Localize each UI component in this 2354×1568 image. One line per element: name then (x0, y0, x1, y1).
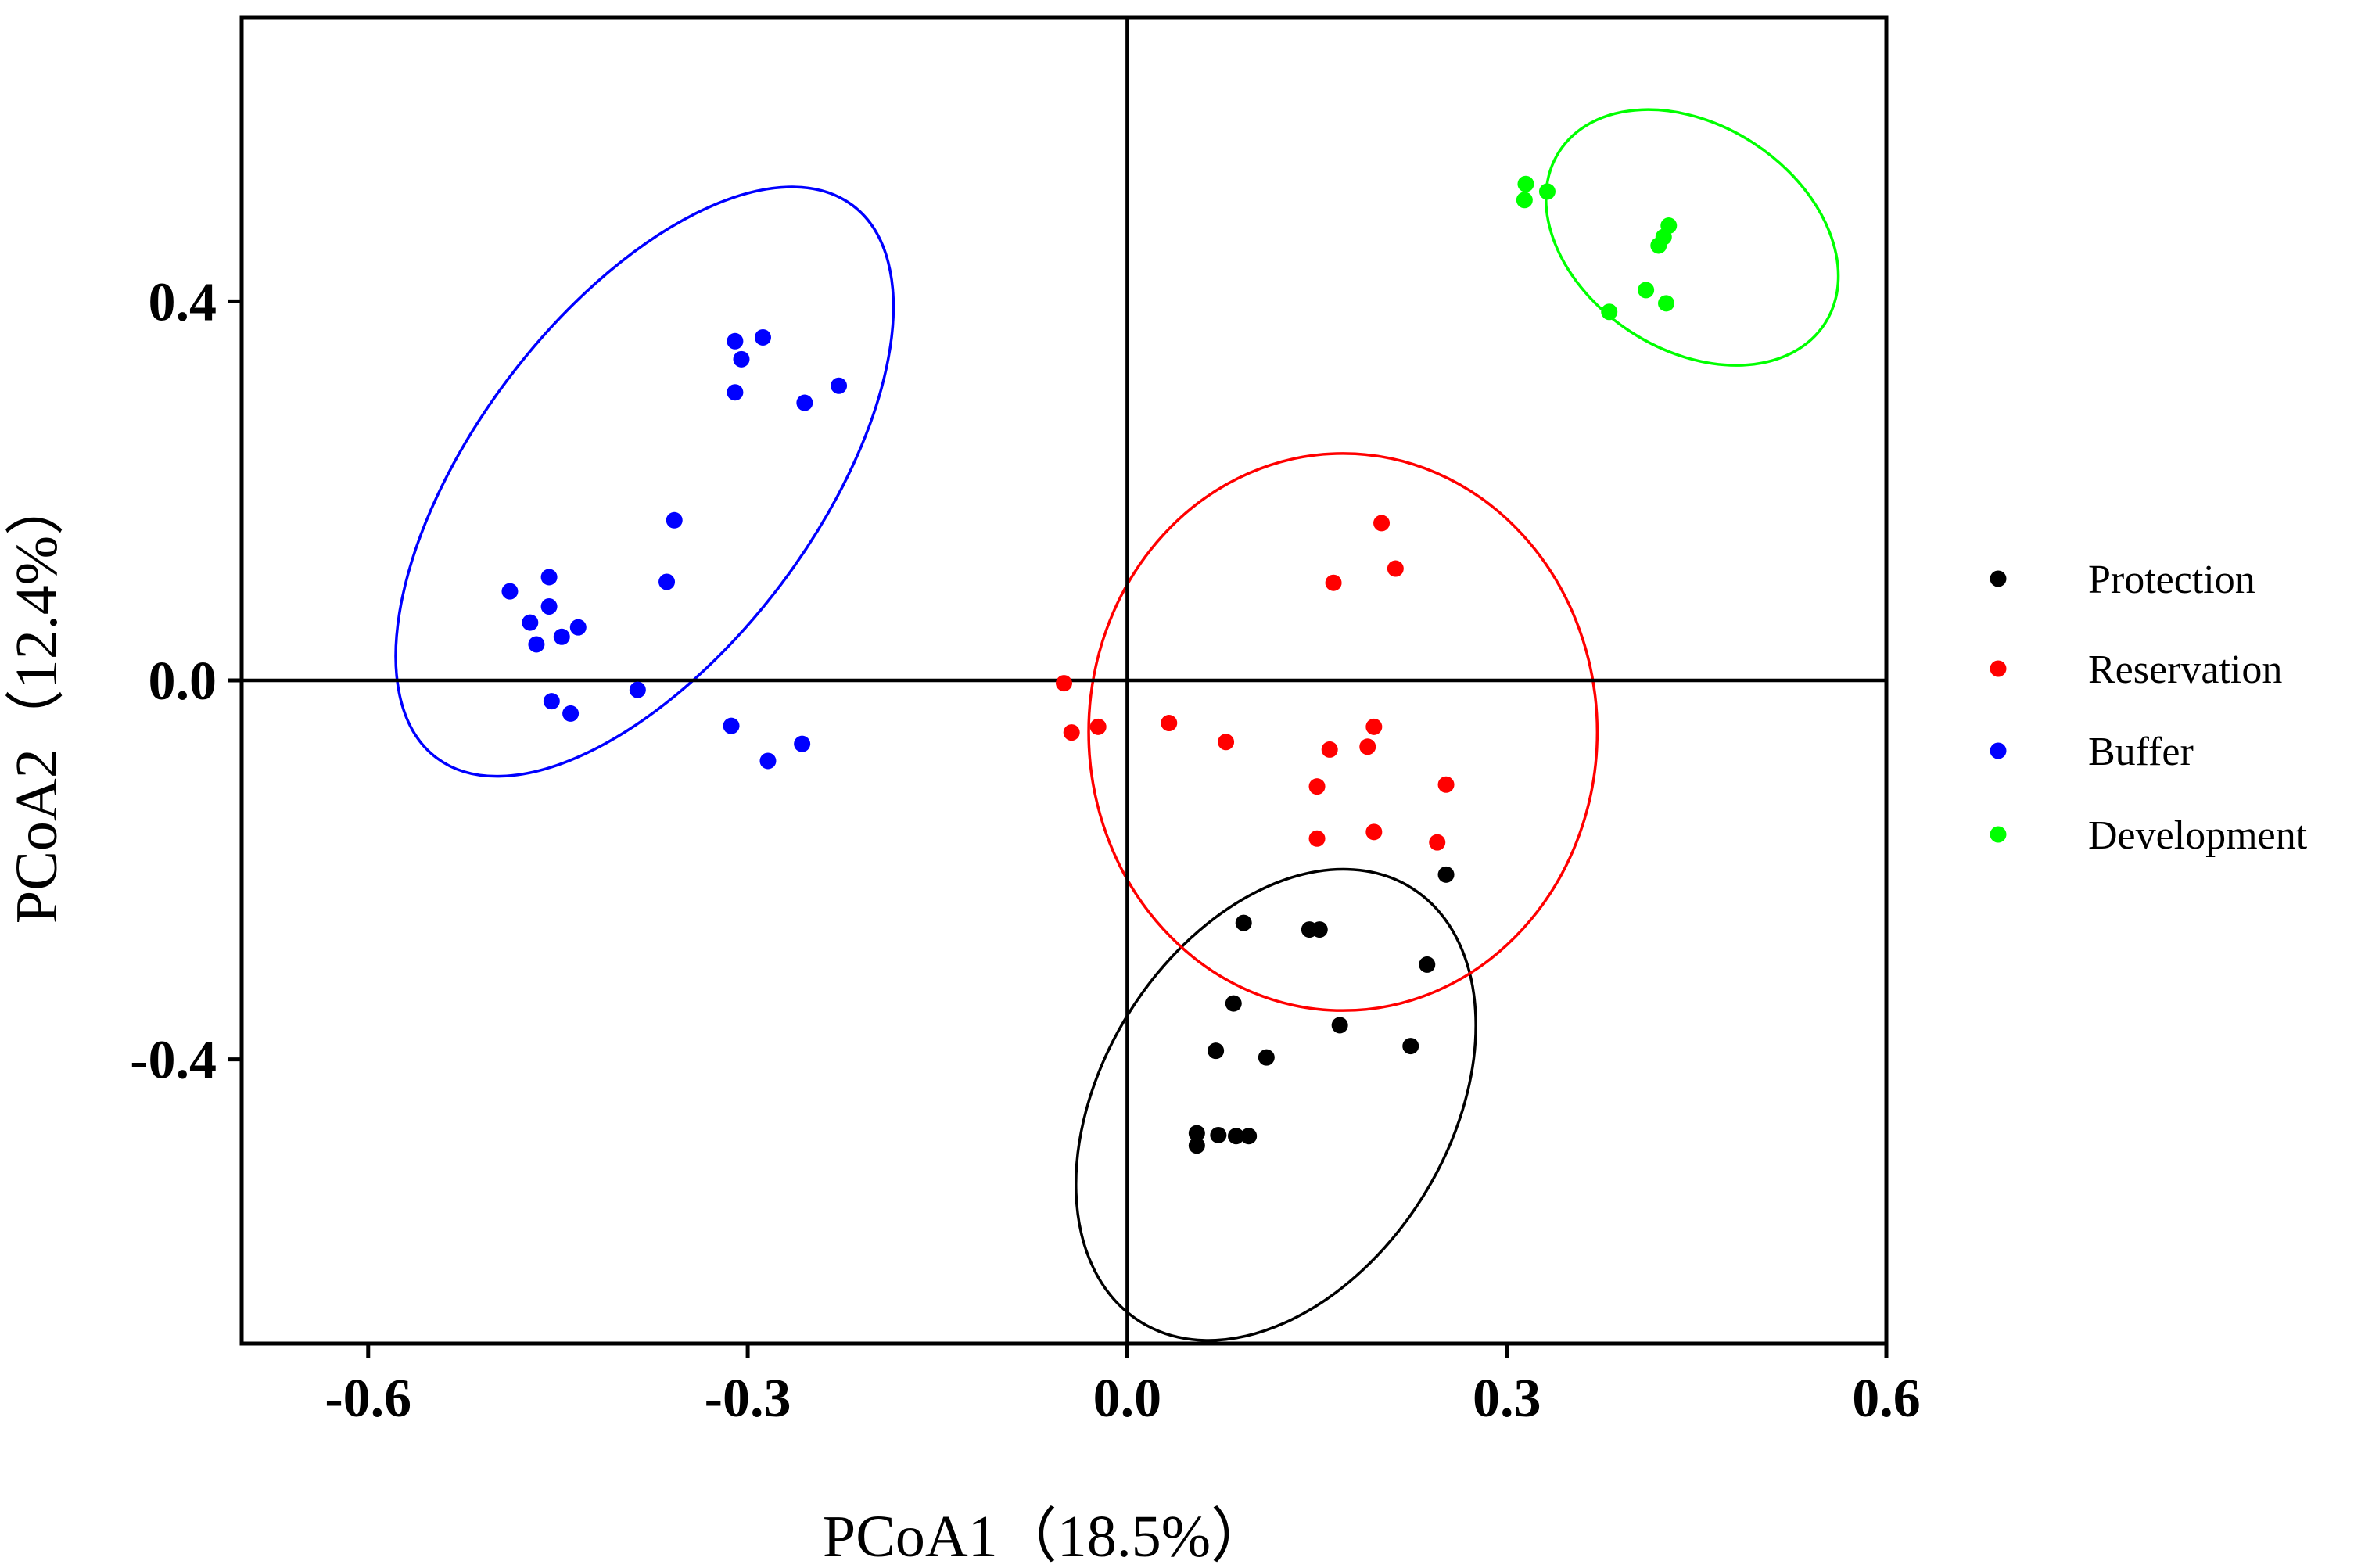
data-point (666, 511, 683, 529)
data-points (501, 175, 1678, 1154)
data-point (1429, 834, 1446, 851)
data-point (1419, 956, 1436, 973)
ellipse-reservation (1087, 452, 1599, 1012)
data-point (796, 394, 813, 411)
y-tick-label: -0.4 (130, 1031, 217, 1091)
axis-ticks: -0.6 -0.3 0.0 0.3 0.6 0.4 0.0 -0.4 (130, 272, 1921, 1429)
data-point (733, 350, 750, 368)
data-point (540, 598, 558, 615)
data-point (727, 384, 744, 401)
data-point (1188, 1137, 1205, 1154)
data-point (754, 328, 771, 346)
data-point (1402, 1038, 1419, 1055)
data-point (658, 573, 676, 590)
data-point (794, 735, 811, 752)
x-tick-label: -0.3 (705, 1369, 791, 1429)
confidence-ellipses (394, 108, 1840, 1342)
data-point (1089, 718, 1107, 735)
y-tick-label: 0.0 (149, 651, 217, 712)
data-point (528, 636, 545, 653)
ellipse-protection (1075, 867, 1477, 1342)
data-point (1601, 303, 1618, 321)
data-point (759, 752, 777, 770)
legend-item-buffer: Buffer (1990, 730, 2194, 774)
data-point (1650, 237, 1667, 254)
data-point (1056, 675, 1072, 692)
data-point (1373, 515, 1391, 532)
series-buffer (501, 328, 848, 770)
data-point (1210, 1126, 1227, 1143)
data-point (1365, 718, 1383, 735)
legend-label: Buffer (2088, 730, 2194, 774)
data-point (1208, 1042, 1225, 1060)
data-point (1516, 192, 1533, 209)
data-point (831, 377, 848, 394)
legend-marker (1990, 570, 2007, 587)
data-point (1225, 995, 1242, 1012)
data-point (1365, 823, 1383, 841)
data-point (1228, 1128, 1245, 1145)
data-point (629, 681, 646, 698)
data-point (1658, 295, 1675, 312)
legend-label: Protection (2088, 558, 2255, 602)
data-point (1517, 175, 1534, 192)
data-point (1188, 1125, 1205, 1142)
data-point (569, 619, 587, 636)
series-protection (1188, 866, 1455, 1154)
data-point (1359, 738, 1376, 755)
data-point (1258, 1049, 1275, 1066)
data-point (1218, 734, 1235, 751)
data-point (1331, 1017, 1348, 1034)
x-axis-title: PCoA1（18.5%） (823, 1504, 1270, 1568)
series-development (1516, 175, 1678, 321)
x-tick-label: 0.0 (1093, 1369, 1162, 1429)
y-axis-title: PCoA2（12.4%） (4, 476, 70, 924)
legend-item-development: Development (1990, 813, 2308, 858)
legend-item-protection: Protection (1990, 558, 2255, 602)
data-point (1325, 574, 1342, 591)
data-point (1387, 560, 1404, 577)
data-point (522, 614, 539, 631)
legend-marker (1990, 826, 2007, 843)
legend: Protection Reservation Buffer Development (1990, 558, 2308, 858)
data-point (543, 693, 560, 710)
data-point (1240, 1128, 1258, 1145)
data-point (1321, 741, 1338, 758)
data-point (553, 628, 570, 645)
data-point (1308, 778, 1326, 795)
data-point (1638, 282, 1655, 299)
data-point (1235, 914, 1252, 931)
data-point (723, 717, 740, 734)
legend-marker (1990, 742, 2007, 759)
data-point (540, 569, 558, 586)
data-point (1538, 183, 1556, 200)
data-point (501, 583, 519, 600)
legend-label: Development (2088, 813, 2308, 858)
data-point (1311, 921, 1328, 938)
data-point (1437, 866, 1455, 883)
ellipse-development (1545, 108, 1840, 367)
data-point (562, 705, 580, 722)
data-point (1063, 724, 1080, 741)
x-tick-label: -0.6 (325, 1369, 411, 1429)
legend-label: Reservation (2088, 648, 2282, 692)
x-tick-label: 0.6 (1852, 1369, 1921, 1429)
data-point (1308, 830, 1326, 847)
data-point (1437, 776, 1455, 793)
ellipse-buffer (394, 185, 895, 778)
y-tick-label: 0.4 (149, 272, 217, 332)
legend-marker (1990, 660, 2007, 677)
x-tick-label: 0.3 (1473, 1369, 1541, 1429)
data-point (1161, 715, 1178, 732)
data-point (727, 332, 744, 350)
series-reservation (1056, 515, 1455, 851)
legend-item-reservation: Reservation (1990, 648, 2282, 692)
